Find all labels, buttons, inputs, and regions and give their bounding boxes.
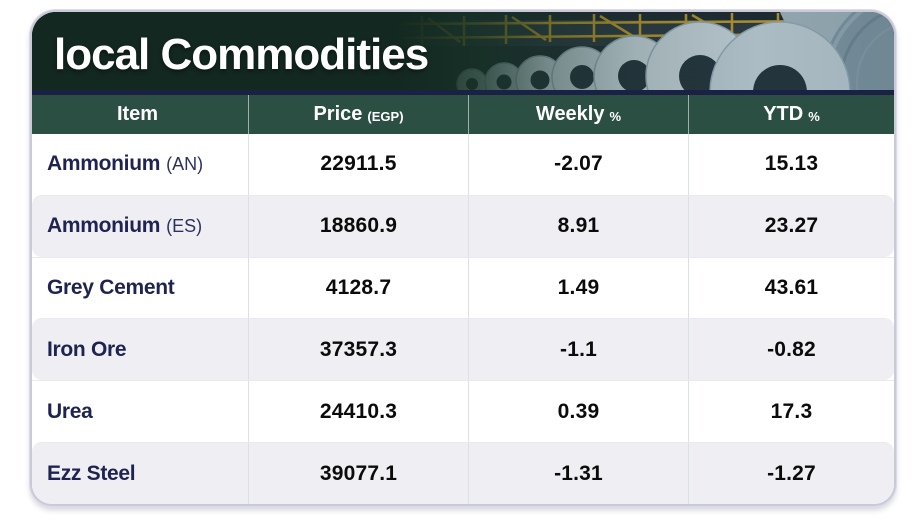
item-suffix: (AN) [166, 153, 204, 174]
table-row: Iron Ore 37357.3 -1.1 -0.82 [32, 318, 894, 381]
table-body: Ammonium (AN) 22911.5 -2.07 15.13 Ammoni… [32, 134, 894, 504]
table-row: Urea 24410.3 0.39 17.3 [32, 380, 894, 443]
header-label: YTD [763, 103, 804, 125]
item-name: Urea [47, 399, 93, 423]
item-cell: Ezz Steel [32, 443, 248, 504]
table-row: Grey Cement 4128.7 1.49 43.61 [32, 256, 894, 319]
banner: local Commodities [32, 12, 894, 90]
ytd-cell: 17.3 [688, 381, 894, 443]
header-cell-weekly: Weekly % [468, 95, 688, 134]
header-cell-ytd: YTD % [688, 95, 894, 134]
ytd-cell: 15.13 [688, 134, 894, 195]
item-name: Iron Ore [47, 337, 127, 361]
ytd-cell: -0.82 [688, 319, 894, 381]
header-label: Weekly [535, 103, 605, 125]
table-row: Ezz Steel 39077.1 -1.31 -1.27 [32, 442, 894, 504]
ytd-cell: 43.61 [688, 257, 894, 319]
table-row: Ammonium (AN) 22911.5 -2.07 15.13 [32, 134, 894, 195]
ytd-cell: 23.27 [688, 195, 894, 257]
item-name: Ammonium [47, 152, 161, 176]
header-sub: % [808, 108, 820, 124]
header-sub: (EGP) [367, 108, 404, 124]
local-commodities-card: local Commodities Item Price (EGP) Weekl… [30, 10, 896, 506]
weekly-cell: -1.1 [468, 319, 688, 381]
weekly-cell: 1.49 [468, 257, 688, 319]
header-label: Price [313, 103, 363, 125]
item-cell: Grey Cement [32, 258, 248, 319]
item-name: Grey Cement [47, 276, 175, 300]
price-cell: 24410.3 [248, 381, 468, 443]
item-name: Ezz Steel [47, 461, 136, 485]
weekly-cell: 8.91 [468, 195, 688, 257]
price-cell: 37357.3 [248, 319, 468, 381]
table-row: Ammonium (ES) 18860.9 8.91 23.27 [32, 194, 894, 257]
item-cell: Ammonium (AN) [32, 134, 248, 195]
ytd-cell: -1.27 [688, 443, 894, 504]
page-title: local Commodities [54, 30, 429, 79]
header-label: Item [116, 103, 159, 125]
navy-divider [32, 90, 894, 95]
price-cell: 18860.9 [248, 195, 468, 257]
table-header: Item Price (EGP) Weekly % YTD % [32, 95, 894, 134]
weekly-cell: -2.07 [468, 134, 688, 195]
item-cell: Iron Ore [32, 319, 248, 380]
price-cell: 22911.5 [248, 134, 468, 195]
weekly-cell: 0.39 [468, 381, 688, 443]
header-cell-item: Item [32, 95, 248, 134]
weekly-cell: -1.31 [468, 443, 688, 504]
header-cell-price: Price (EGP) [248, 95, 468, 134]
item-suffix: (ES) [166, 215, 203, 236]
price-cell: 39077.1 [248, 443, 468, 504]
steel-coils-banner-image [32, 12, 894, 90]
item-cell: Urea [32, 381, 248, 442]
item-name: Ammonium [47, 214, 161, 238]
price-cell: 4128.7 [248, 257, 468, 319]
header-sub: % [609, 108, 622, 124]
item-cell: Ammonium (ES) [32, 196, 248, 257]
